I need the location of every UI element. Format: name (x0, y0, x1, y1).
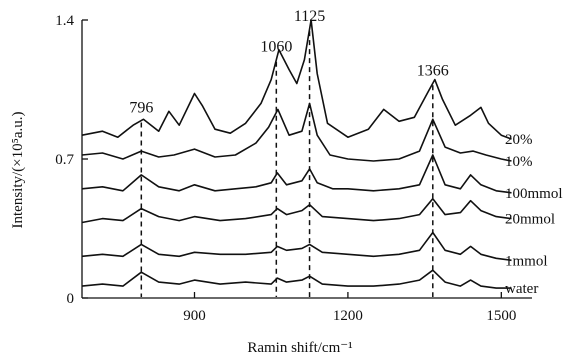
spectra (81, 19, 512, 289)
peak-label-1366: 1366 (417, 62, 449, 79)
y-tick-label-0-7: 0.7 (55, 152, 74, 168)
x-axis-title: Ramin shift/cm⁻¹ (247, 340, 352, 356)
y-tick-label-1-4: 1.4 (55, 13, 74, 29)
series-label-1mmol: 1mmol (505, 253, 548, 269)
y-axis-title: Intensity/(×10⁵a.u.) (10, 111, 26, 228)
spectrum-water (81, 269, 512, 289)
series-label-20mmol: 20mmol (505, 212, 555, 228)
x-tick-label-900: 900 (183, 308, 206, 324)
spectrum-20pct (81, 19, 512, 140)
y-tick-label-0: 0 (67, 291, 75, 307)
spectrum-20mmol (81, 197, 512, 224)
ticks: 900 1200 1500 0 0.7 1.4 (55, 13, 516, 324)
axes (81, 20, 532, 299)
spectrum-1mmol (81, 231, 512, 262)
series-label-100mmol: 100mmol (505, 186, 563, 202)
peak-label-796: 796 (129, 99, 153, 116)
series-labels: 20% 10% 100mmol 20mmol 1mmol water (505, 132, 563, 297)
peak-label-1060: 1060 (260, 39, 292, 56)
x-tick-label-1200: 1200 (333, 308, 363, 324)
x-tick-label-1500: 1500 (486, 308, 516, 324)
series-label-10pct: 10% (505, 154, 533, 170)
series-label-water: water (505, 281, 538, 297)
peak-label-1125: 1125 (294, 8, 325, 25)
series-label-20pct: 20% (505, 132, 533, 148)
spectrum-10pct (81, 102, 512, 162)
spectrum-100mmol (81, 154, 512, 194)
